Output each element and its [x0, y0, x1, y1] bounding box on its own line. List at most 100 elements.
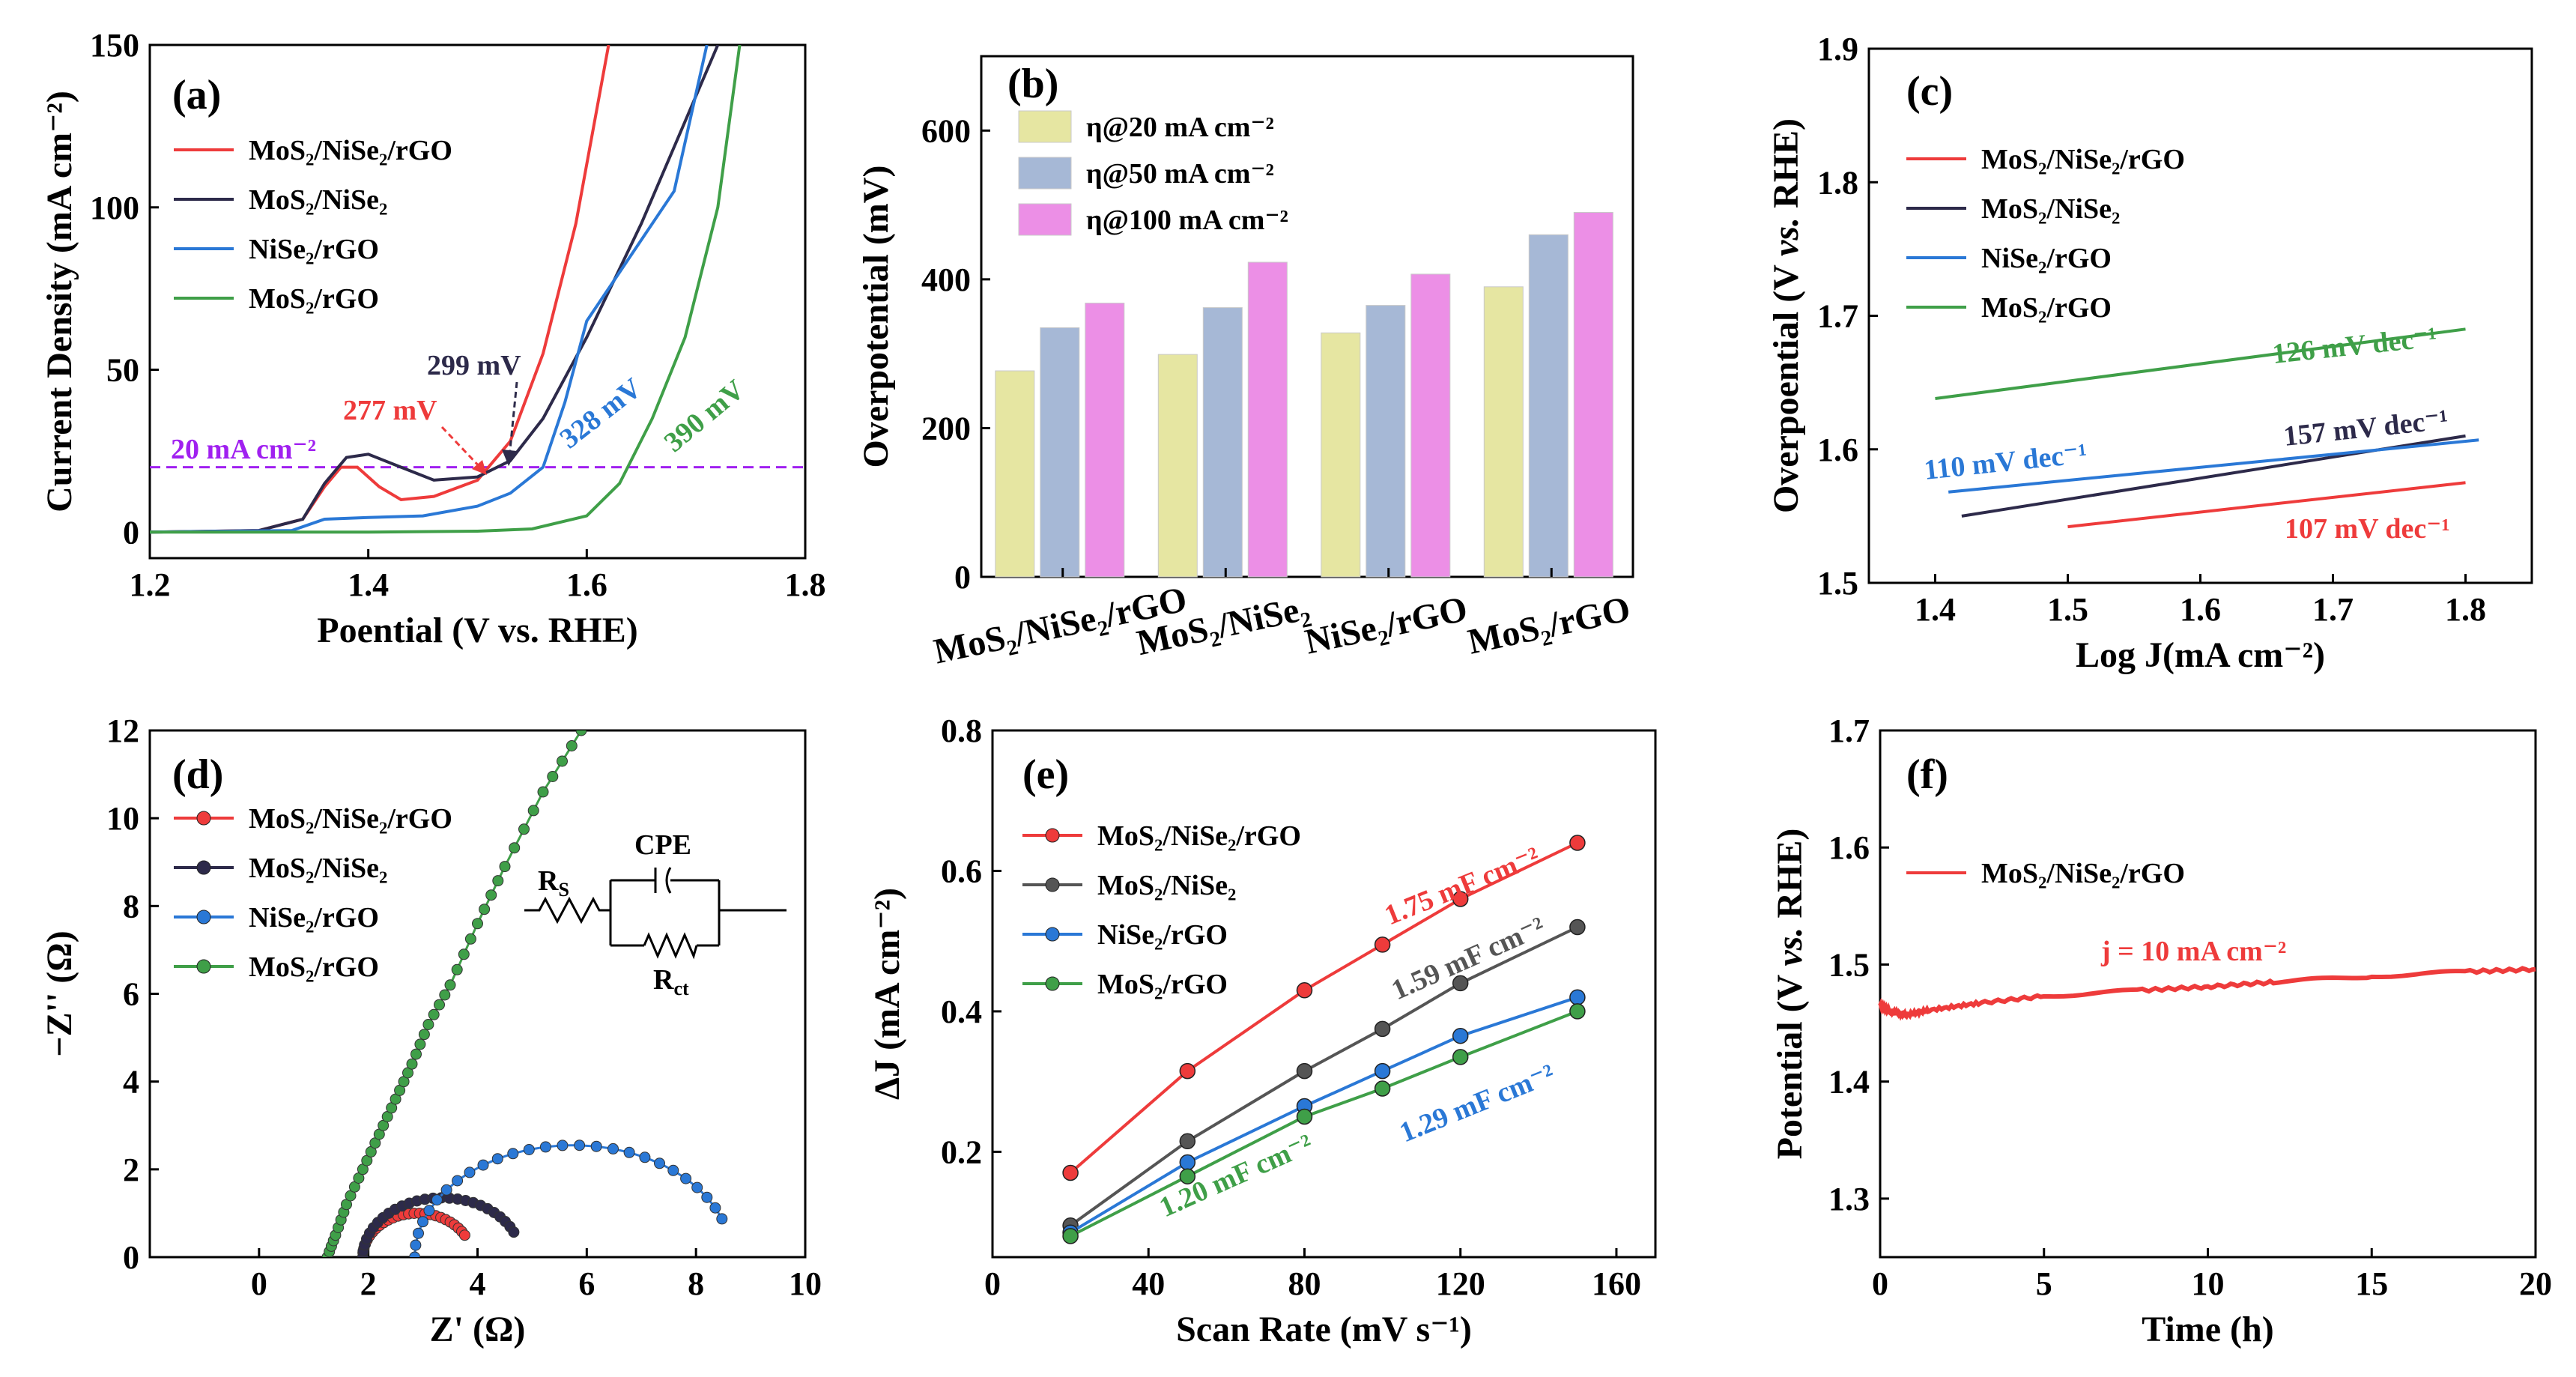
- legend-label: MoS₂/NiSe₂/rGO: [249, 803, 452, 835]
- y-tick-label: 10: [106, 800, 139, 837]
- plot-frame: [1879, 729, 2537, 1259]
- data-point: [1179, 1062, 1196, 1080]
- data-point: [1374, 1080, 1391, 1097]
- legend-label: MoS₂/rGO: [1097, 969, 1228, 1000]
- series-group: [321, 730, 728, 1257]
- bar: [1157, 354, 1198, 578]
- data-point: [523, 1144, 535, 1155]
- panel-label: (e): [1022, 751, 1069, 798]
- y-tick-label: 200: [921, 410, 971, 447]
- series-line: [2067, 481, 2466, 529]
- data-point: [464, 933, 476, 945]
- y-tick-label: 1.9: [1817, 31, 1858, 67]
- circuit-label-rs: RS: [538, 865, 569, 901]
- panel-label: (d): [172, 751, 223, 798]
- circuit-label-cpe: CPE: [634, 829, 691, 861]
- data-point: [499, 861, 511, 873]
- bar: [1366, 305, 1406, 578]
- bar: [1202, 307, 1243, 578]
- data-point: [1062, 1164, 1079, 1181]
- series-line: [1935, 327, 2466, 400]
- x-tick-label: 0: [984, 1265, 1001, 1302]
- annotation-159: 1.59 mF cm⁻²: [1387, 911, 1550, 1006]
- data-point: [418, 1029, 430, 1041]
- data-point: [1179, 1133, 1196, 1150]
- x-tick-label: 15: [2355, 1265, 2388, 1302]
- data-point: [1569, 918, 1586, 936]
- legend-label: NiSe₂/rGO: [1981, 243, 2112, 274]
- data-point: [472, 918, 483, 930]
- data-point: [485, 889, 497, 901]
- x-tick-label: 10: [789, 1265, 822, 1302]
- panel-f: 0 5 10 15 20 1.3 1.4 1.5 1.6 1.7 Time (h) Potential…: [1770, 712, 2552, 1349]
- x-tick-label: 1.5: [2047, 591, 2088, 628]
- legend-label: NiSe₂/rGO: [249, 234, 379, 265]
- data-point: [434, 999, 445, 1011]
- x-tick-label: 1.7: [2312, 591, 2354, 628]
- data-point: [607, 1143, 619, 1154]
- legend-label: NiSe₂/rGO: [1097, 919, 1228, 951]
- bar: [1573, 212, 1613, 578]
- x-tick-label: 20: [2519, 1265, 2552, 1302]
- data-point: [1452, 975, 1469, 992]
- legend-marker: [196, 959, 211, 974]
- data-point: [410, 1239, 422, 1251]
- y-axis-label: Overpoential (V vs. RHE): [1766, 118, 1806, 513]
- data-point: [1296, 982, 1313, 999]
- x-tick-label: 8: [688, 1265, 704, 1302]
- data-point: [557, 755, 568, 767]
- y-tick-label: 1.5: [1817, 565, 1858, 602]
- plot-frame: [1867, 47, 2533, 584]
- data-point: [440, 1184, 452, 1196]
- data-point: [413, 1227, 424, 1239]
- data-point: [477, 1159, 489, 1171]
- data-point: [1569, 835, 1586, 851]
- y-tick-label: 1.6: [1828, 829, 1870, 866]
- annotation-arrow: [508, 381, 518, 458]
- data-point: [574, 1140, 586, 1151]
- data-point: [417, 1216, 428, 1228]
- plot-frame: [991, 729, 1657, 1259]
- x-tick-label: 1.2: [130, 566, 171, 603]
- x-tick-label: 1.4: [348, 566, 389, 603]
- data-point: [623, 1146, 635, 1158]
- y-axis-label: Potential (V vs. RHE): [1770, 829, 1810, 1160]
- y-tick-label: 2: [123, 1151, 139, 1188]
- data-point: [575, 730, 587, 736]
- data-point: [1374, 936, 1391, 953]
- x-tick-label: 0: [1872, 1265, 1888, 1302]
- plot-frame: [980, 55, 1634, 578]
- legend-label: MoS₂/NiSe₂: [249, 184, 387, 216]
- legend-swatch: [1018, 203, 1072, 236]
- data-point: [539, 1141, 551, 1153]
- bar: [1247, 261, 1288, 578]
- panel-label: (a): [172, 72, 221, 118]
- y-tick-label: 1.5: [1828, 946, 1870, 983]
- data-point: [639, 1151, 651, 1163]
- x-tick-label: 0: [251, 1265, 267, 1302]
- data-point: [423, 1205, 435, 1217]
- data-point: [458, 948, 470, 960]
- y-tick-label: 400: [921, 261, 971, 298]
- y-tick-label: 0: [954, 559, 971, 596]
- panel-label: (f): [1906, 751, 1948, 798]
- data-point: [458, 1229, 470, 1241]
- data-point: [479, 904, 491, 916]
- data-point: [680, 1172, 692, 1184]
- data-point: [709, 1202, 721, 1214]
- annotation-120: 1.20 mF cm⁻²: [1155, 1128, 1318, 1223]
- data-point: [464, 1166, 476, 1178]
- data-point: [1062, 1228, 1079, 1244]
- circuit-label-rct: Rct: [653, 964, 689, 999]
- x-tick-label: 80: [1288, 1265, 1321, 1302]
- arrow-head: [472, 460, 487, 475]
- data-point: [518, 823, 530, 835]
- data-point: [1452, 1049, 1469, 1065]
- data-point: [1374, 1020, 1391, 1038]
- legend-label: MoS₂/NiSe₂/rGO: [1097, 820, 1301, 852]
- reference-line-label: 20 mA cm⁻²: [171, 434, 316, 465]
- data-point: [431, 1194, 443, 1206]
- y-tick-label: 600: [921, 112, 971, 149]
- legend-label: MoS₂/NiSe₂: [1981, 193, 2120, 225]
